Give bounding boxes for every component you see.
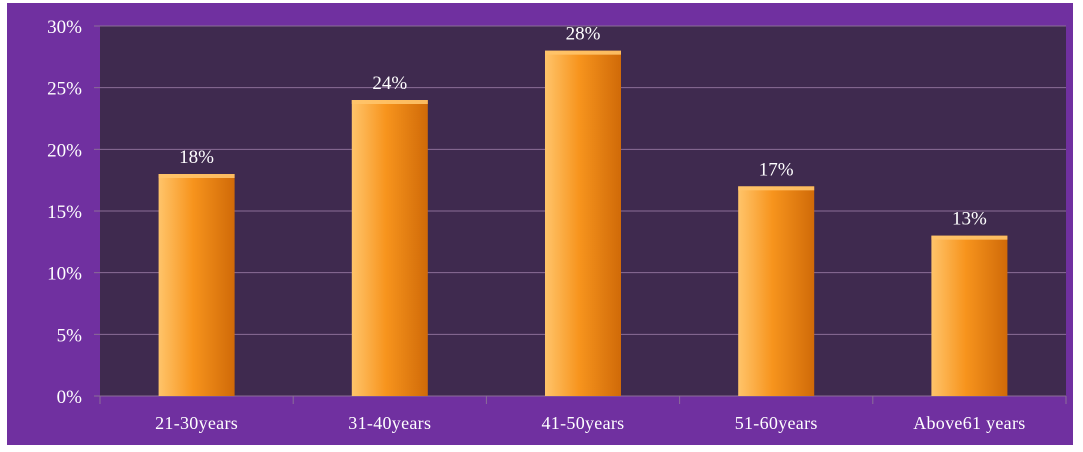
y-tick-label: 5% <box>57 325 83 346</box>
x-tick-label: 51-60years <box>735 413 818 433</box>
data-label: 18% <box>179 147 214 168</box>
y-tick-label: 30% <box>47 17 82 38</box>
bar <box>931 235 1008 396</box>
bar-highlight <box>351 100 428 104</box>
bar-highlight <box>158 174 235 178</box>
bar <box>158 174 235 396</box>
x-tick-label: 21-30years <box>155 413 238 433</box>
bar-highlight <box>545 50 621 55</box>
bar-highlight <box>738 186 815 191</box>
y-tick-label: 25% <box>47 79 82 100</box>
data-label: 28% <box>566 24 601 45</box>
y-tick-label: 10% <box>47 264 82 285</box>
x-tick-label: 31-40years <box>348 413 431 433</box>
data-label: 13% <box>952 209 987 230</box>
y-tick-label: 15% <box>47 202 82 223</box>
data-label: 24% <box>372 73 407 94</box>
y-axis-ticks: 0% 5% 10% 15% 20% 25% 30% <box>47 17 82 408</box>
bar-highlight <box>931 235 1008 240</box>
bars <box>158 50 1008 397</box>
data-labels: 18% 24% 28% 17% 13% <box>179 24 987 230</box>
x-axis-ticks: 21-30years 31-40years 41-50years 51-60years… <box>155 413 1025 433</box>
y-tick-label: 0% <box>57 387 83 408</box>
x-tick-label: 41-50years <box>542 413 625 433</box>
y-tick-label: 20% <box>47 140 82 161</box>
bar <box>351 100 428 396</box>
bar <box>545 50 621 397</box>
bar <box>738 186 815 396</box>
data-label: 17% <box>759 159 794 180</box>
x-tick-label: Above61 years <box>913 413 1025 433</box>
